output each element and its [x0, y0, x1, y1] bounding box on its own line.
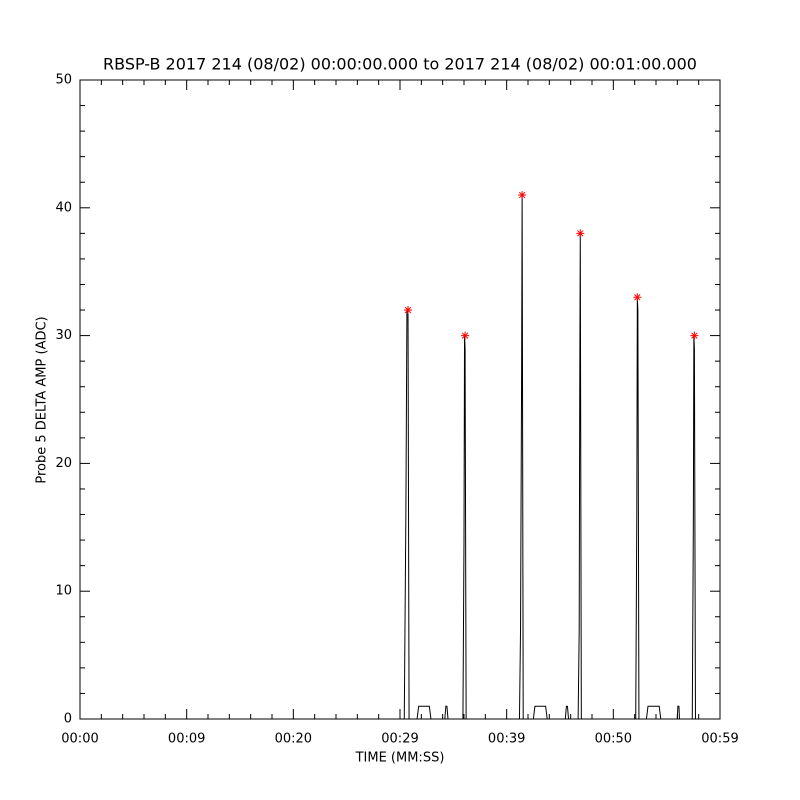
x-axis-label: TIME (MM:SS) [355, 751, 445, 766]
chart-title: RBSP-B 2017 214 (08/02) 00:00:00.000 to … [103, 55, 697, 74]
marker-stroke [634, 294, 641, 301]
x-tick-label: 00:20 [275, 732, 312, 747]
marker-stroke [461, 332, 469, 339]
marker-stroke [518, 191, 526, 199]
y-tick-label: 20 [55, 456, 72, 471]
x-tick-label: 00:09 [168, 732, 205, 747]
x-tick-label: 00:00 [61, 732, 98, 747]
plot-frame [79, 79, 721, 720]
x-tick-label: 00:39 [488, 732, 525, 747]
peak-marker [461, 331, 470, 340]
x-tick-label: 00:50 [595, 732, 632, 747]
peak-marker [690, 331, 699, 340]
data-line [80, 195, 720, 720]
peak-marker [518, 191, 527, 200]
x-tick-label: 00:29 [381, 732, 418, 747]
peak-marker [576, 229, 585, 238]
marker-stroke [404, 306, 412, 314]
marker-stroke [691, 332, 698, 339]
x-tick-label: 00:59 [701, 732, 738, 747]
y-tick-label: 30 [55, 328, 72, 343]
peak-marker [404, 306, 412, 315]
y-tick-label: 0 [64, 712, 72, 727]
y-tick-label: 50 [55, 73, 72, 88]
y-tick-label: 40 [55, 200, 72, 215]
marker-stroke [577, 230, 584, 237]
peak-marker [633, 293, 642, 302]
y-axis-label: Probe 5 DELTA AMP (ADC) [35, 316, 50, 483]
y-tick-label: 10 [55, 584, 72, 599]
